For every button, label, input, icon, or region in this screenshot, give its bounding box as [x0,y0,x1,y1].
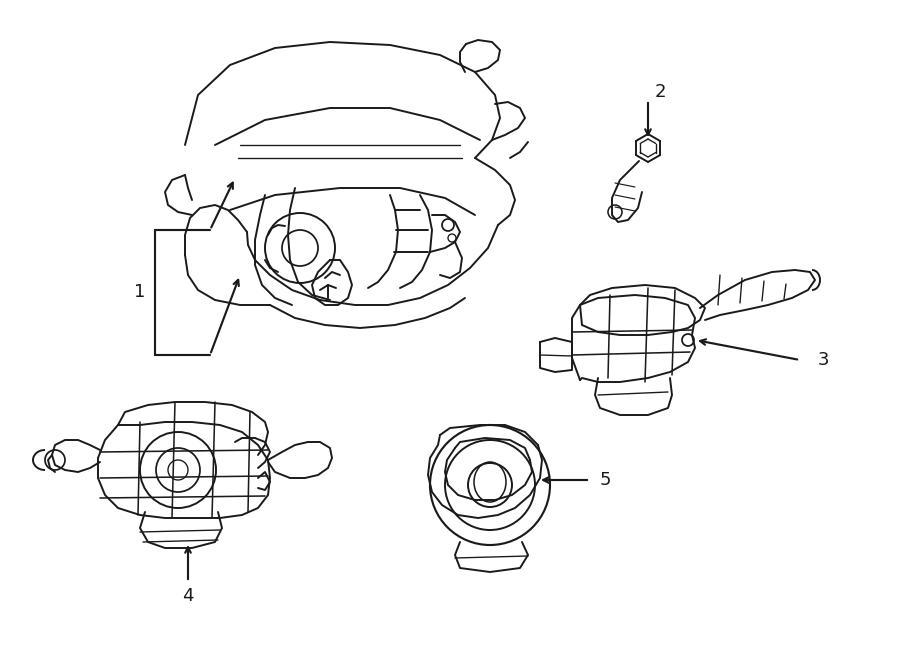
Text: 4: 4 [182,587,194,605]
Text: 2: 2 [654,83,666,101]
Text: 1: 1 [134,283,146,301]
Text: 5: 5 [600,471,611,489]
Text: 3: 3 [818,351,830,369]
